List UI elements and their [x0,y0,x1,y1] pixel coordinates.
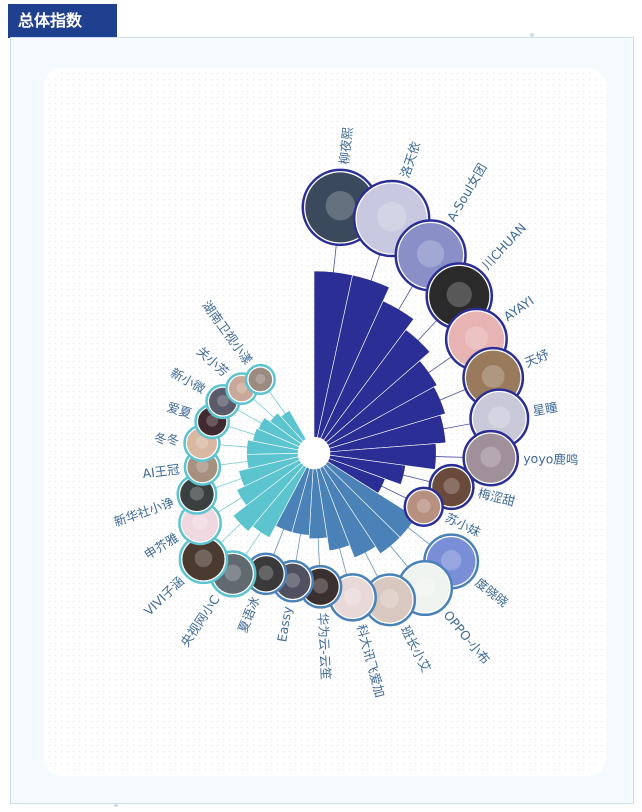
avatar-face-23 [206,414,219,427]
leader-line-13 [318,470,348,578]
avatar-face-4 [464,326,489,350]
avatar-18 [182,538,225,581]
category-label-23: 爱夏 [165,399,194,421]
leader-line-22 [216,444,297,452]
avatar-19 [181,505,219,542]
avatar-20 [180,477,214,512]
avatar-face-6 [488,406,511,429]
leader-line-2 [322,283,415,438]
avatar-face-1 [376,202,407,232]
category-label-6: 星瞳 [531,399,559,418]
avatar-26 [248,367,273,392]
avatar-face-3 [446,281,472,308]
avatar-face-24 [217,395,229,407]
avatar-group [176,168,530,627]
avatar-face-8 [443,477,460,495]
avatar-13 [332,576,374,618]
leader-line-17 [243,467,305,558]
center-hole [298,437,330,469]
avatar-9 [407,490,441,524]
leader-line-3 [325,317,440,441]
avatar-face-15 [285,572,301,588]
leader-line-18 [218,465,302,546]
category-label-0: 柳夜熙 [336,126,355,165]
leader-line-23 [225,425,297,449]
leader-line-26 [267,388,304,439]
avatar-face-12 [379,589,400,609]
avatar-face-21 [196,460,209,473]
section-title: 总体指数 [8,4,117,38]
leader-line-10 [327,463,433,547]
avatar-face-18 [194,549,213,568]
avatar-face-10 [440,550,462,571]
leader-line-16 [272,469,308,558]
avatar-16 [248,556,284,592]
avatar-12 [366,576,413,623]
corner-dot [114,803,118,807]
avatar-face-20 [189,486,204,501]
avatar-face-25 [236,382,247,394]
leader-line-9 [329,460,410,500]
corner-dot [530,33,534,37]
avatar-face-26 [255,373,266,384]
category-label-15: Eassy [274,605,295,644]
leader-line-4 [328,354,454,444]
leader-line-1 [319,251,382,437]
leader-line-6 [331,422,474,451]
avatar-7 [466,433,516,483]
leader-line-11 [325,466,410,570]
avatar-face-9 [416,499,431,513]
avatar-face-7 [480,446,502,468]
leader-line-20 [212,458,298,490]
leader-line-group [212,242,474,580]
avatar-face-17 [224,564,242,582]
avatar-face-19 [192,514,208,531]
avatar-8 [432,467,471,507]
avatar-face-16 [258,565,274,581]
leader-line-5 [330,387,469,447]
avatar-face-13 [344,587,362,605]
leader-line-25 [250,396,301,442]
avatar-face-11 [414,576,436,598]
avatar-face-0 [325,190,355,221]
category-label-21: AI王冠 [142,462,181,482]
category-label-14: 华为云-云笙 [315,612,333,680]
category-label-7: yoyo鹿鸣 [523,451,579,468]
leader-line-19 [215,462,299,515]
avatar-face-14 [312,578,329,594]
avatar-face-2 [417,240,445,268]
leader-line-15 [295,470,312,564]
avatar-face-5 [481,364,505,388]
avatar-face-22 [195,436,209,449]
leader-line-7 [331,453,467,458]
category-label-22: 冬冬 [154,431,180,448]
leader-line-21 [217,454,297,466]
leader-line-8 [331,456,433,483]
leader-line-24 [234,408,299,445]
leader-line-12 [321,468,380,580]
leader-line-0 [315,242,337,436]
leader-line-14 [314,470,321,569]
